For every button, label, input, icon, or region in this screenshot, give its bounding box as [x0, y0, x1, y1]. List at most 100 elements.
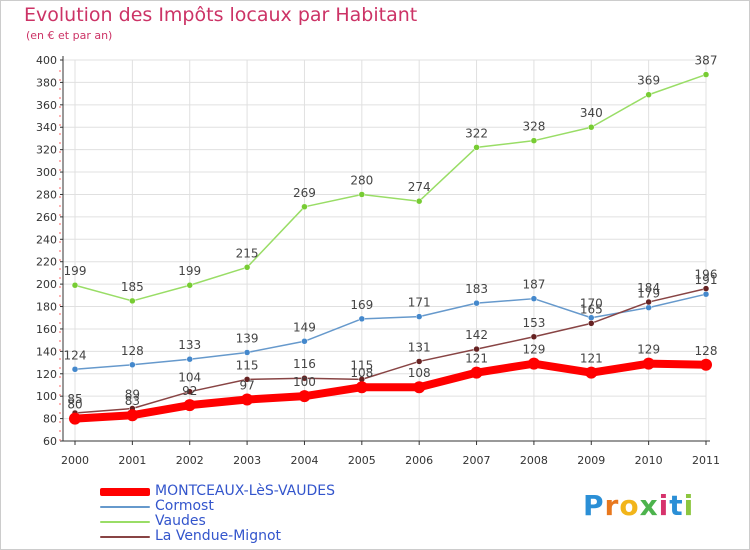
data-label: 191	[695, 273, 718, 287]
data-label: 183	[465, 282, 488, 296]
y-tick-label: 160	[36, 323, 57, 336]
data-point	[243, 264, 251, 271]
data-label: 80	[67, 398, 82, 412]
data-point	[415, 313, 423, 320]
data-label: 139	[236, 331, 259, 345]
data-label: 196	[695, 268, 718, 282]
data-point	[413, 381, 426, 394]
data-label: 131	[408, 340, 431, 354]
x-tick-label: 2007	[463, 454, 491, 467]
data-point	[527, 357, 540, 370]
data-label: 116	[293, 357, 316, 371]
data-label: 115	[350, 358, 373, 372]
data-label: 215	[236, 246, 259, 260]
legend: MONTCEAUX-LèS-VAUDES Cormost Vaudes La Vend…	[100, 484, 335, 544]
data-label: 328	[522, 120, 545, 134]
data-label: 108	[350, 366, 373, 380]
x-tick-label: 2004	[290, 454, 318, 467]
data-point	[129, 361, 136, 369]
legend-label: MONTCEAUX-LèS-VAUDES	[155, 483, 335, 499]
data-label: 115	[236, 358, 259, 372]
y-tick-label: 240	[36, 233, 57, 246]
data-label: 340	[580, 106, 603, 120]
data-point	[588, 123, 595, 131]
data-point	[241, 393, 254, 406]
logo-letter: r	[604, 489, 620, 522]
data-point	[183, 399, 196, 412]
data-label: 184	[637, 281, 660, 295]
logo-letter: t	[669, 489, 684, 522]
data-label: 179	[637, 287, 660, 301]
legend-item: MONTCEAUX-LèS-VAUDES	[100, 484, 335, 499]
legend-swatch	[100, 520, 150, 523]
data-label: 92	[182, 384, 197, 398]
y-tick-label: 340	[36, 121, 57, 134]
legend-swatch	[100, 535, 150, 538]
data-point	[301, 203, 308, 211]
data-point	[71, 281, 79, 289]
data-point	[702, 71, 710, 78]
data-label: 108	[408, 366, 431, 380]
data-point	[642, 357, 655, 370]
data-point	[301, 338, 308, 345]
x-tick-label: 2000	[61, 454, 89, 467]
data-point	[243, 376, 251, 383]
data-point	[186, 355, 193, 363]
data-point	[585, 366, 598, 379]
data-point	[186, 388, 193, 395]
y-tick-label: 320	[36, 144, 57, 157]
data-point	[355, 381, 368, 394]
legend-label: Cormost	[155, 498, 214, 514]
series-2: 85 89 104 115 116 115 131 142 153 165 184 196	[67, 268, 718, 417]
y-tick-label: 300	[36, 166, 57, 179]
data-point	[470, 366, 483, 379]
data-point	[702, 290, 710, 298]
series-0: 199 185 199 215 269 280 274 322 328 340 369 387	[64, 54, 717, 305]
data-point	[71, 366, 79, 373]
logo-letter: o	[619, 489, 640, 522]
data-label: 97	[239, 379, 254, 393]
legend-item: La Vendue-Mignot	[100, 529, 335, 544]
y-tick-label: 260	[36, 211, 57, 224]
data-point	[69, 412, 81, 425]
data-label: 369	[637, 74, 660, 88]
data-point	[415, 358, 423, 365]
logo-letter: i	[658, 489, 670, 522]
data-point	[473, 144, 480, 151]
legend-item: Cormost	[100, 499, 335, 514]
series-line	[74, 73, 707, 302]
data-label: 128	[695, 344, 718, 358]
data-point	[298, 390, 311, 403]
data-point	[645, 304, 652, 311]
data-label: 133	[178, 338, 201, 352]
data-label: 100	[293, 375, 316, 389]
data-label: 128	[121, 344, 144, 358]
data-label: 199	[64, 264, 87, 278]
legend-item: Vaudes	[100, 514, 335, 529]
data-point	[645, 298, 652, 306]
data-label: 89	[125, 388, 140, 402]
data-point	[645, 91, 652, 98]
data-label: 199	[178, 264, 201, 278]
data-point	[473, 345, 480, 353]
logo-letter: i	[683, 489, 695, 522]
chart-subtitle: (en € et par an)	[26, 29, 113, 42]
data-label: 170	[580, 297, 603, 311]
data-point	[588, 320, 595, 327]
x-tick-label: 2008	[520, 454, 548, 467]
proxiti-logo: Proxiti	[583, 489, 694, 522]
data-label: 83	[125, 394, 140, 408]
data-label: 185	[121, 280, 144, 294]
data-label: 121	[465, 352, 488, 366]
y-tick-label: 400	[36, 54, 57, 67]
x-tick-label: 2002	[176, 454, 204, 467]
x-tick-label: 2009	[577, 454, 605, 467]
data-point	[186, 281, 193, 289]
x-tick-label: 2005	[348, 454, 376, 467]
data-label: 280	[350, 173, 373, 187]
series-line	[74, 293, 707, 371]
logo-letter: P	[583, 489, 605, 522]
data-point	[358, 315, 366, 323]
